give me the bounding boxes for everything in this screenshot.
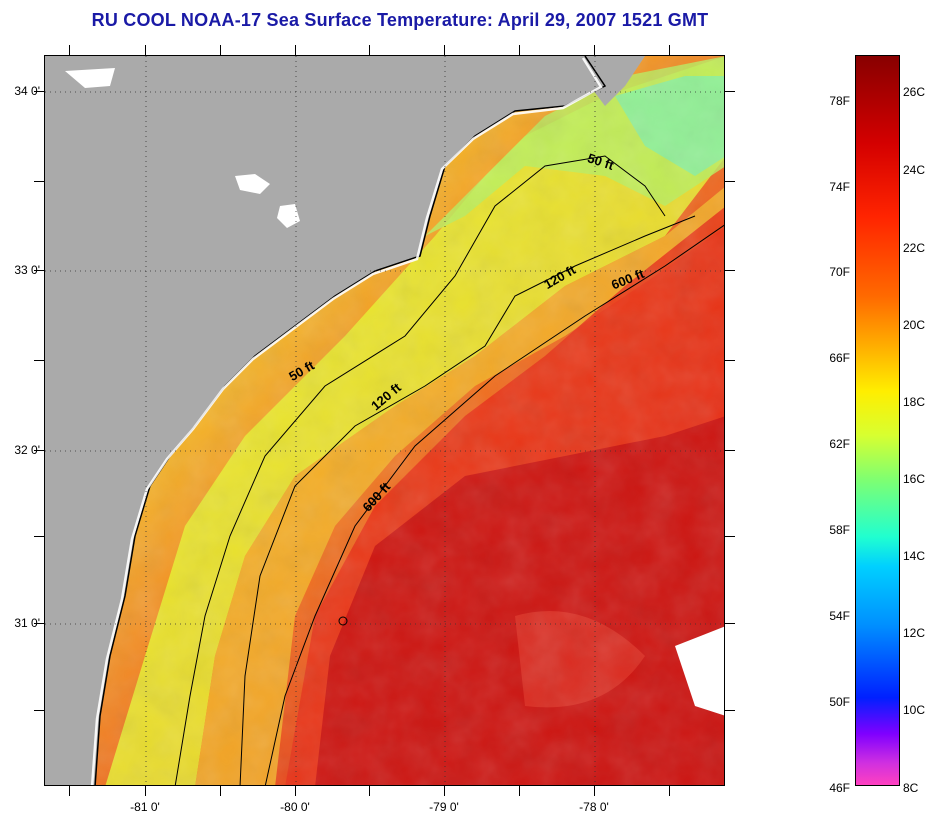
colorbar-celsius-label: 26C xyxy=(903,85,926,99)
colorbar-fahrenheit-label: 66F xyxy=(829,351,850,365)
graticule xyxy=(45,56,724,785)
temperature-colorbar xyxy=(855,55,900,786)
colorbar-fahrenheit-label: 74F xyxy=(829,180,850,194)
longitude-label: -80 0' xyxy=(280,800,310,814)
latitude-label: 33 0' xyxy=(14,263,40,277)
land-area xyxy=(45,56,605,785)
cloud-patch xyxy=(235,174,270,194)
colorbar-fahrenheit-label: 50F xyxy=(829,695,850,709)
coastline-white xyxy=(90,57,603,785)
latitude-label: 31 0' xyxy=(14,616,40,630)
colorbar-fahrenheit-label: 58F xyxy=(829,523,850,537)
land-northeast xyxy=(585,56,645,106)
colorbar-fahrenheit-label: 78F xyxy=(829,94,850,108)
colorbar-celsius-label: 14C xyxy=(903,549,926,563)
cloud-patch xyxy=(65,68,115,88)
colorbar-fahrenheit-label: 70F xyxy=(829,265,850,279)
longitude-label: -79 0' xyxy=(429,800,459,814)
contour-600ft xyxy=(264,224,724,785)
buoy-marker xyxy=(338,616,348,626)
colorbar-celsius-label: 20C xyxy=(903,318,926,332)
latitude-label: 34 0' xyxy=(14,84,40,98)
colorbar-fahrenheit-label: 46F xyxy=(829,781,850,795)
sst-map xyxy=(44,55,725,786)
colorbar-celsius-label: 22C xyxy=(903,241,926,255)
colorbar-celsius-label: 10C xyxy=(903,703,926,717)
latitude-label: 32 0' xyxy=(14,443,40,457)
colorbar-celsius-label: 16C xyxy=(903,472,926,486)
cloud-patch xyxy=(675,626,724,716)
contour-120ft xyxy=(239,215,696,785)
cloud-patch xyxy=(277,204,300,228)
colorbar-celsius-label: 18C xyxy=(903,395,926,409)
colorbar-celsius-label: 24C xyxy=(903,163,926,177)
colorbar-fahrenheit-label: 62F xyxy=(829,437,850,451)
longitude-label: -78 0' xyxy=(579,800,609,814)
colorbar-fahrenheit-label: 54F xyxy=(829,609,850,623)
contour-50ft xyxy=(174,155,666,785)
sst-map-canvas xyxy=(45,56,724,785)
chart-title: RU COOL NOAA-17 Sea Surface Temperature:… xyxy=(91,10,709,30)
colorbar-celsius-label: 12C xyxy=(903,626,926,640)
colorbar-celsius-label: 8C xyxy=(903,781,919,795)
longitude-label: -81 0' xyxy=(130,800,160,814)
